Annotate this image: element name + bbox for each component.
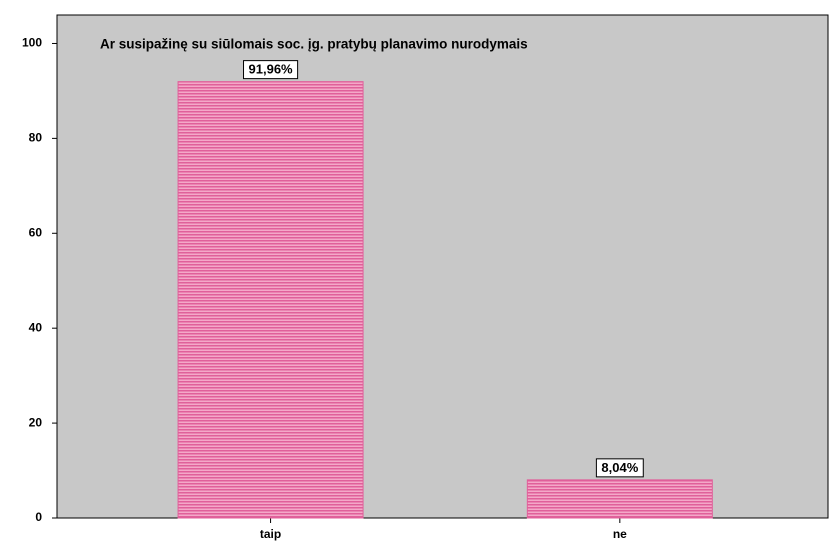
y-tick-label: 40 bbox=[29, 320, 43, 334]
value-label-box bbox=[595, 458, 644, 478]
x-tick-label: ne bbox=[613, 527, 627, 541]
value-label-box bbox=[243, 60, 299, 80]
plot-area bbox=[56, 14, 829, 519]
y-tick-label: 0 bbox=[35, 510, 42, 524]
y-tick-label: 80 bbox=[29, 131, 43, 145]
x-tick-label: taip bbox=[260, 527, 281, 541]
value-label: 91,96% bbox=[249, 62, 294, 77]
y-tick-label: 20 bbox=[29, 415, 43, 429]
bar bbox=[526, 479, 713, 519]
chart-title: Ar susipažinę su siūlomais soc. įg. prat… bbox=[100, 37, 528, 52]
y-tick-label: 60 bbox=[29, 225, 43, 239]
y-tick-label: 100 bbox=[22, 36, 42, 50]
bar bbox=[177, 81, 364, 519]
value-label: 8,04% bbox=[601, 460, 638, 475]
